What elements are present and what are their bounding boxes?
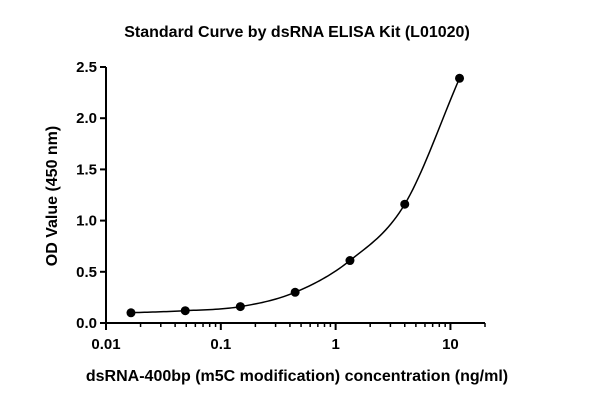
- y-tick-label: 2.0: [76, 110, 97, 127]
- x-tick-label: 10: [442, 336, 459, 353]
- x-tick-label: 0.1: [210, 336, 231, 353]
- data-point: [180, 306, 190, 316]
- x-tick-label: 0.01: [91, 336, 120, 353]
- chart-title: Standard Curve by dsRNA ELISA Kit (L0102…: [124, 24, 470, 41]
- y-tick-label: 2.5: [76, 59, 97, 76]
- x-axis-label: dsRNA-400bp (m5C modification) concentra…: [86, 368, 508, 385]
- data-point: [290, 287, 300, 297]
- x-axis: 0.01 0.1 1 10: [91, 322, 486, 353]
- y-tick-label: 0.0: [76, 315, 97, 332]
- fit-curve: [130, 77, 461, 314]
- y-tick-label: 1.5: [76, 161, 97, 178]
- data-point: [400, 199, 410, 209]
- data-point: [345, 256, 355, 266]
- data-point: [126, 308, 136, 318]
- data-point: [455, 73, 465, 83]
- y-axis: 0.0 0.5 1.0 1.5 2.0 2.5: [76, 59, 107, 332]
- y-tick-label: 1.0: [76, 213, 97, 230]
- data-points: [126, 73, 465, 318]
- x-tick-label: 1: [331, 336, 339, 353]
- y-tick-label: 0.5: [76, 264, 97, 281]
- data-point: [235, 302, 245, 312]
- y-axis-label: OD Value (450 nm): [44, 126, 61, 267]
